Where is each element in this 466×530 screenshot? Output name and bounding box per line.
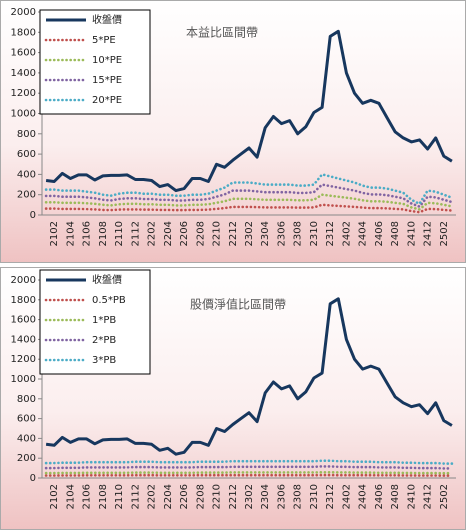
x-tick-label: 2412: [423, 221, 434, 246]
y-tick-label: 1600: [11, 315, 36, 326]
x-tick-label: 2108: [98, 484, 109, 509]
y-tick-label: 200: [17, 190, 36, 201]
x-tick-label: 2108: [98, 221, 109, 246]
legend-label: 收盤價: [92, 13, 122, 26]
x-tick-label: 2210: [212, 484, 223, 509]
x-tick-label: 2404: [358, 484, 369, 509]
x-tick-label: 2112: [130, 221, 141, 246]
legend-box: [39, 269, 151, 375]
series-line: [44, 193, 454, 211]
x-tick-label: 2306: [276, 484, 287, 509]
y-tick-label: 1800: [11, 295, 36, 306]
legend-label: 收盤價: [92, 273, 122, 286]
x-tick-label: 2110: [114, 484, 125, 509]
x-tick-label: 2310: [309, 484, 320, 509]
y-tick-label: 1800: [11, 27, 36, 38]
x-tick-label: 2308: [293, 221, 304, 246]
x-tick-label: 2312: [325, 221, 336, 246]
x-tick-label: 2302: [244, 484, 255, 509]
y-tick-label: 400: [17, 433, 36, 444]
x-tick-label: 2208: [195, 221, 206, 246]
x-tick-label: 2104: [65, 484, 76, 509]
x-tick-label: 2404: [358, 221, 369, 246]
x-tick-label: 2410: [406, 484, 417, 509]
y-tick-label: 1000: [11, 109, 36, 120]
x-tick-label: 2412: [423, 484, 434, 509]
legend-label: 10*PE: [92, 55, 122, 66]
x-tick-label: 2208: [195, 484, 206, 509]
legend-label: 20*PE: [92, 95, 122, 106]
x-tick-label: 2408: [390, 484, 401, 509]
x-tick-label: 2304: [260, 221, 271, 246]
chart-title: 股價淨值比區間帶: [190, 297, 286, 312]
series-line: [45, 297, 453, 456]
y-tick-label: 400: [17, 169, 36, 180]
x-tick-label: 2402: [341, 484, 352, 509]
y-tick-label: 800: [17, 394, 36, 405]
y-tick-label: 1600: [11, 48, 36, 59]
series-line: [44, 173, 454, 206]
x-tick-label: 2502: [439, 484, 450, 509]
x-tick-label: 2112: [130, 484, 141, 509]
x-tick-label: 2310: [309, 221, 320, 246]
x-tick-label: 2206: [179, 221, 190, 246]
x-tick-label: 2104: [65, 221, 76, 246]
x-tick-label: 2402: [341, 221, 352, 246]
legend-label: 1*PB: [92, 315, 116, 326]
y-tick-label: 1400: [11, 334, 36, 345]
x-tick-label: 2408: [390, 221, 401, 246]
x-tick-label: 2302: [244, 221, 255, 246]
legend-label: 2*PB: [92, 335, 116, 346]
x-tick-label: 2406: [374, 484, 385, 509]
x-tick-label: 2102: [49, 484, 60, 509]
legend-label: 3*PB: [92, 355, 116, 366]
x-tick-label: 2308: [293, 484, 304, 509]
x-tick-label: 2202: [147, 484, 158, 509]
x-tick-label: 2210: [212, 221, 223, 246]
y-tick-label: 2000: [11, 275, 36, 286]
x-tick-label: 2102: [49, 221, 60, 246]
x-tick-label: 2410: [406, 221, 417, 246]
x-tick-label: 2212: [228, 484, 239, 509]
y-tick-label: 200: [17, 453, 36, 464]
x-tick-label: 2204: [163, 221, 174, 246]
chart-title: 本益比區間帶: [186, 26, 258, 40]
x-tick-label: 2304: [260, 484, 271, 509]
x-tick-label: 2202: [147, 221, 158, 246]
x-tick-label: 2206: [179, 484, 190, 509]
x-tick-label: 2106: [82, 221, 93, 246]
x-tick-label: 2502: [439, 221, 450, 246]
x-tick-label: 2212: [228, 221, 239, 246]
y-tick-label: 0: [30, 473, 36, 484]
legend-label: 15*PE: [92, 75, 122, 86]
y-tick-label: 2000: [11, 7, 36, 18]
legend-label: 5*PE: [92, 35, 116, 46]
y-tick-label: 800: [17, 129, 36, 140]
y-tick-label: 0: [30, 210, 36, 221]
y-tick-label: 600: [17, 414, 36, 425]
legend-box: [39, 9, 151, 115]
x-tick-label: 2306: [276, 221, 287, 246]
x-tick-label: 2204: [163, 484, 174, 509]
x-tick-label: 2110: [114, 221, 125, 246]
x-tick-label: 2406: [374, 221, 385, 246]
y-tick-label: 1200: [11, 88, 36, 99]
y-tick-label: 1200: [11, 354, 36, 365]
series-line: [44, 183, 454, 208]
y-tick-label: 1400: [11, 68, 36, 79]
x-tick-label: 2312: [325, 484, 336, 509]
y-tick-label: 1000: [11, 374, 36, 385]
y-tick-label: 600: [17, 149, 36, 160]
series-line: [45, 29, 453, 193]
legend-label: 0.5*PB: [92, 295, 126, 306]
x-tick-label: 2106: [82, 484, 93, 509]
